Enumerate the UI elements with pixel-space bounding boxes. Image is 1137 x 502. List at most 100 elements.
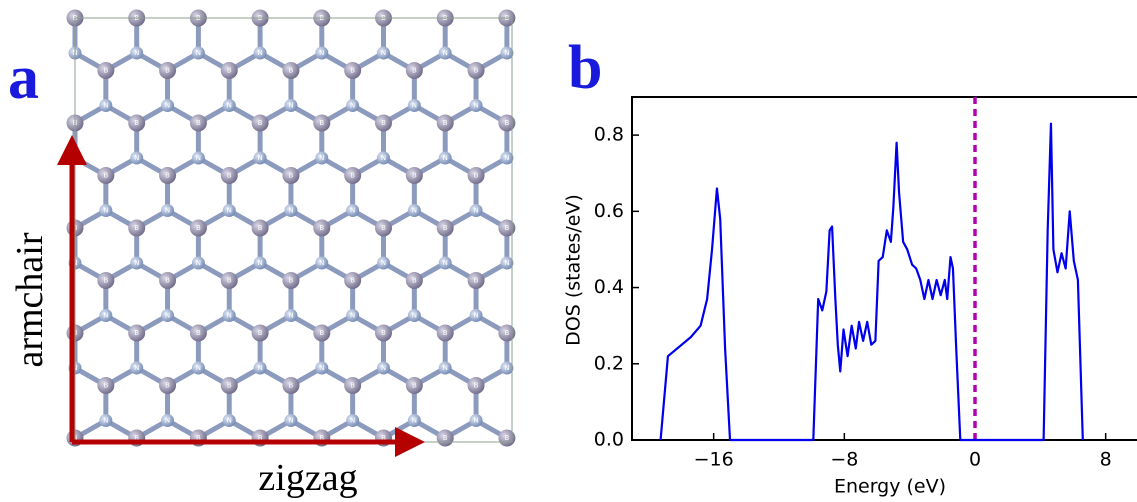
atom-label: B (381, 119, 386, 127)
atom-label: N (196, 154, 201, 162)
atom-label: N (319, 364, 324, 372)
atom-label: N (381, 49, 386, 57)
atom-label: B (350, 382, 355, 390)
atom-label: B (504, 434, 509, 442)
atom-label: B (103, 172, 108, 180)
atom-label: B (319, 119, 324, 127)
atom-label: N (504, 49, 509, 57)
atom-label: N (103, 102, 108, 110)
atom-label: N (103, 312, 108, 320)
y-tick-label: 0.6 (594, 200, 624, 222)
atom-label: B (504, 329, 509, 337)
atom-label: B (412, 277, 417, 285)
atom-label: B (319, 329, 324, 337)
atom-label: N (350, 207, 355, 215)
atom-label: B (103, 382, 108, 390)
atom-label: N (443, 364, 448, 372)
dos-line (661, 124, 1083, 440)
atom-label: N (257, 49, 262, 57)
atom-label: B (165, 382, 170, 390)
atom-label: B (165, 277, 170, 285)
atom-label: N (473, 102, 478, 110)
atom-label: N (165, 312, 170, 320)
atom-label: B (412, 382, 417, 390)
atom-label: N (227, 102, 232, 110)
atom-label: N (196, 49, 201, 57)
atom-label: B (412, 67, 417, 75)
atom-label: N (412, 417, 417, 425)
atom-label: N (165, 417, 170, 425)
plot-area (661, 97, 1083, 440)
zigzag-label: zigzag (258, 457, 357, 499)
atom-label: N (319, 154, 324, 162)
atom-label: N (319, 259, 324, 267)
atom-label: N (443, 49, 448, 57)
atom-label: N (350, 102, 355, 110)
atom-label: N (103, 207, 108, 215)
atom-label: B (412, 172, 417, 180)
atom-label: B (474, 172, 479, 180)
atom-label: N (473, 312, 478, 320)
atom-label: N (134, 49, 139, 57)
x-tick-label: −16 (694, 449, 734, 471)
y-tick-label: 0.4 (594, 276, 624, 298)
atom-label: N (504, 259, 509, 267)
atom-label: B (258, 224, 263, 232)
atom-label: B (289, 67, 294, 75)
atom-label: N (165, 207, 170, 215)
atom-label: B (134, 329, 139, 337)
atom-label: B (319, 224, 324, 232)
atom-label: B (103, 67, 108, 75)
atom-label: B (165, 172, 170, 180)
atom-label: N (381, 259, 386, 267)
atom-label: N (227, 207, 232, 215)
atom-label: B (196, 224, 201, 232)
atom-label: N (227, 417, 232, 425)
atom-label: N (412, 312, 417, 320)
atom-label: N (257, 364, 262, 372)
atom-label: N (412, 207, 417, 215)
atom-label: B (196, 119, 201, 127)
atom-label: B (165, 67, 170, 75)
atom-label: N (288, 102, 293, 110)
atom-label: B (227, 382, 232, 390)
atom-label: B (350, 67, 355, 75)
plot: 0.00.20.40.60.8−16−808 (594, 97, 1137, 471)
atom-label: B (227, 172, 232, 180)
y-axis-label: DOS (states/eV) (563, 194, 585, 346)
panel-label: b (568, 34, 602, 102)
atom-label: B (474, 67, 479, 75)
atom-label: N (381, 364, 386, 372)
armchair-label: armchair (9, 232, 51, 367)
atom-label: B (443, 434, 448, 442)
atom-label: N (196, 364, 201, 372)
atom-label: N (165, 102, 170, 110)
plot-frame (632, 97, 1137, 440)
atom-label: B (381, 329, 386, 337)
atom-label: N (504, 154, 509, 162)
atom-label: B (443, 119, 448, 127)
figure: B N B N B N B N B N B N B N B N B N B N B N B N B N B N B N B N B N B N B N B N… (0, 0, 1137, 502)
atom-label: B (443, 224, 448, 232)
atom-label: B (289, 277, 294, 285)
y-tick-label: 0.2 (594, 352, 624, 374)
atom-label: N (443, 259, 448, 267)
atom-label: N (288, 207, 293, 215)
atom-label: B (504, 119, 509, 127)
atom-label: N (319, 49, 324, 57)
x-axis-label: Energy (eV) (834, 476, 946, 498)
panel-label: a (8, 44, 39, 112)
atom-label: B (350, 172, 355, 180)
atom-label: N (134, 364, 139, 372)
atom-label: N (381, 154, 386, 162)
atom-label: B (134, 119, 139, 127)
atom-label: N (412, 102, 417, 110)
atom-label: N (443, 154, 448, 162)
x-tick-label: −8 (830, 449, 858, 471)
atom-label: N (288, 417, 293, 425)
atom-label: B (227, 67, 232, 75)
atom-label: B (103, 277, 108, 285)
atom-label: B (289, 172, 294, 180)
atom-label: B (443, 329, 448, 337)
lattice: B N B N B N B N B N B N B N B N B N B N B N B N B N B N B N B N B N B N B N B N… (67, 10, 516, 447)
